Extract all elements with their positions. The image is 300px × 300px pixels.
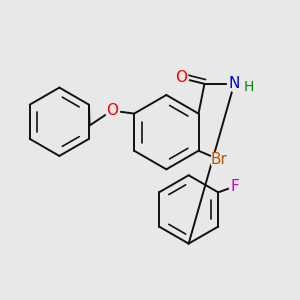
Text: F: F	[230, 179, 239, 194]
Text: Br: Br	[211, 152, 228, 167]
Text: O: O	[175, 70, 187, 86]
Text: H: H	[244, 80, 254, 94]
Text: O: O	[106, 103, 118, 118]
Text: N: N	[229, 76, 240, 92]
